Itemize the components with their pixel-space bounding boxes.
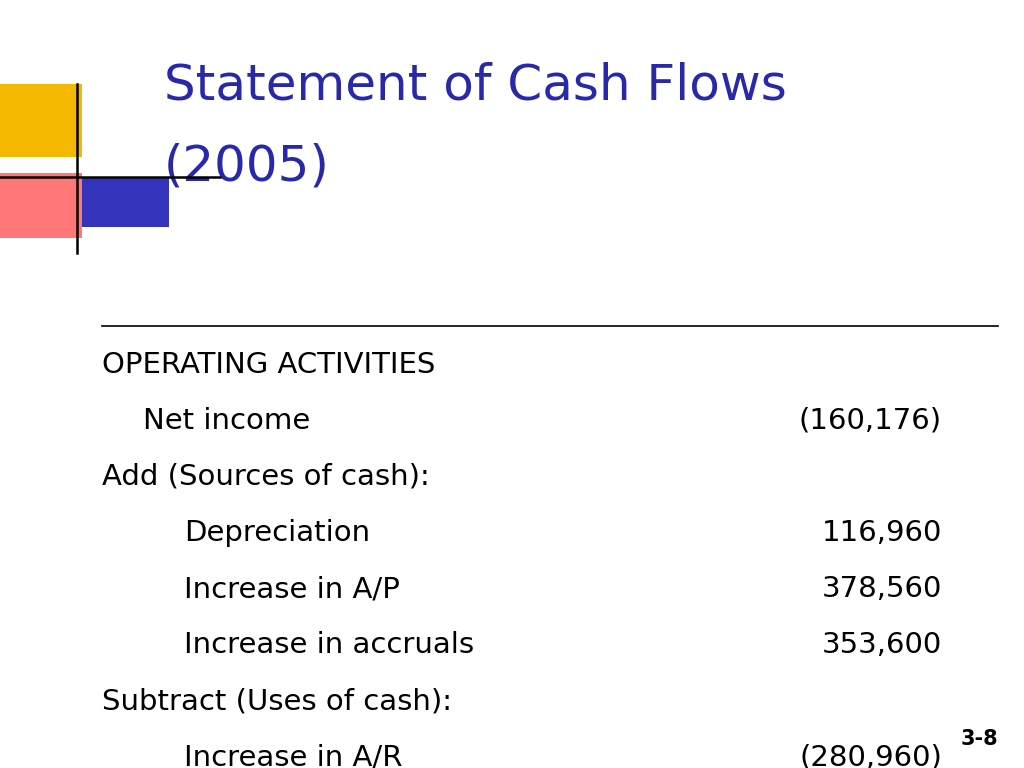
Text: 378,560: 378,560 [821, 575, 942, 603]
Text: Net income: Net income [143, 407, 310, 435]
Bar [82, 177, 169, 227]
Text: Increase in A/R: Increase in A/R [184, 743, 402, 768]
Text: (280,960): (280,960) [799, 743, 942, 768]
Text: 3-8: 3-8 [961, 729, 998, 749]
Text: (2005): (2005) [164, 142, 330, 190]
Bar [0, 173, 82, 238]
Text: Add (Sources of cash):: Add (Sources of cash): [102, 463, 430, 491]
Bar [0, 84, 82, 157]
Text: OPERATING ACTIVITIES: OPERATING ACTIVITIES [102, 351, 436, 379]
Text: Statement of Cash Flows: Statement of Cash Flows [164, 61, 786, 109]
Text: 116,960: 116,960 [821, 519, 942, 547]
Text: Subtract (Uses of cash):: Subtract (Uses of cash): [102, 687, 453, 715]
Text: Increase in accruals: Increase in accruals [184, 631, 474, 659]
Text: Increase in A/P: Increase in A/P [184, 575, 400, 603]
Text: Depreciation: Depreciation [184, 519, 371, 547]
Text: (160,176): (160,176) [799, 407, 942, 435]
Text: 353,600: 353,600 [822, 631, 942, 659]
